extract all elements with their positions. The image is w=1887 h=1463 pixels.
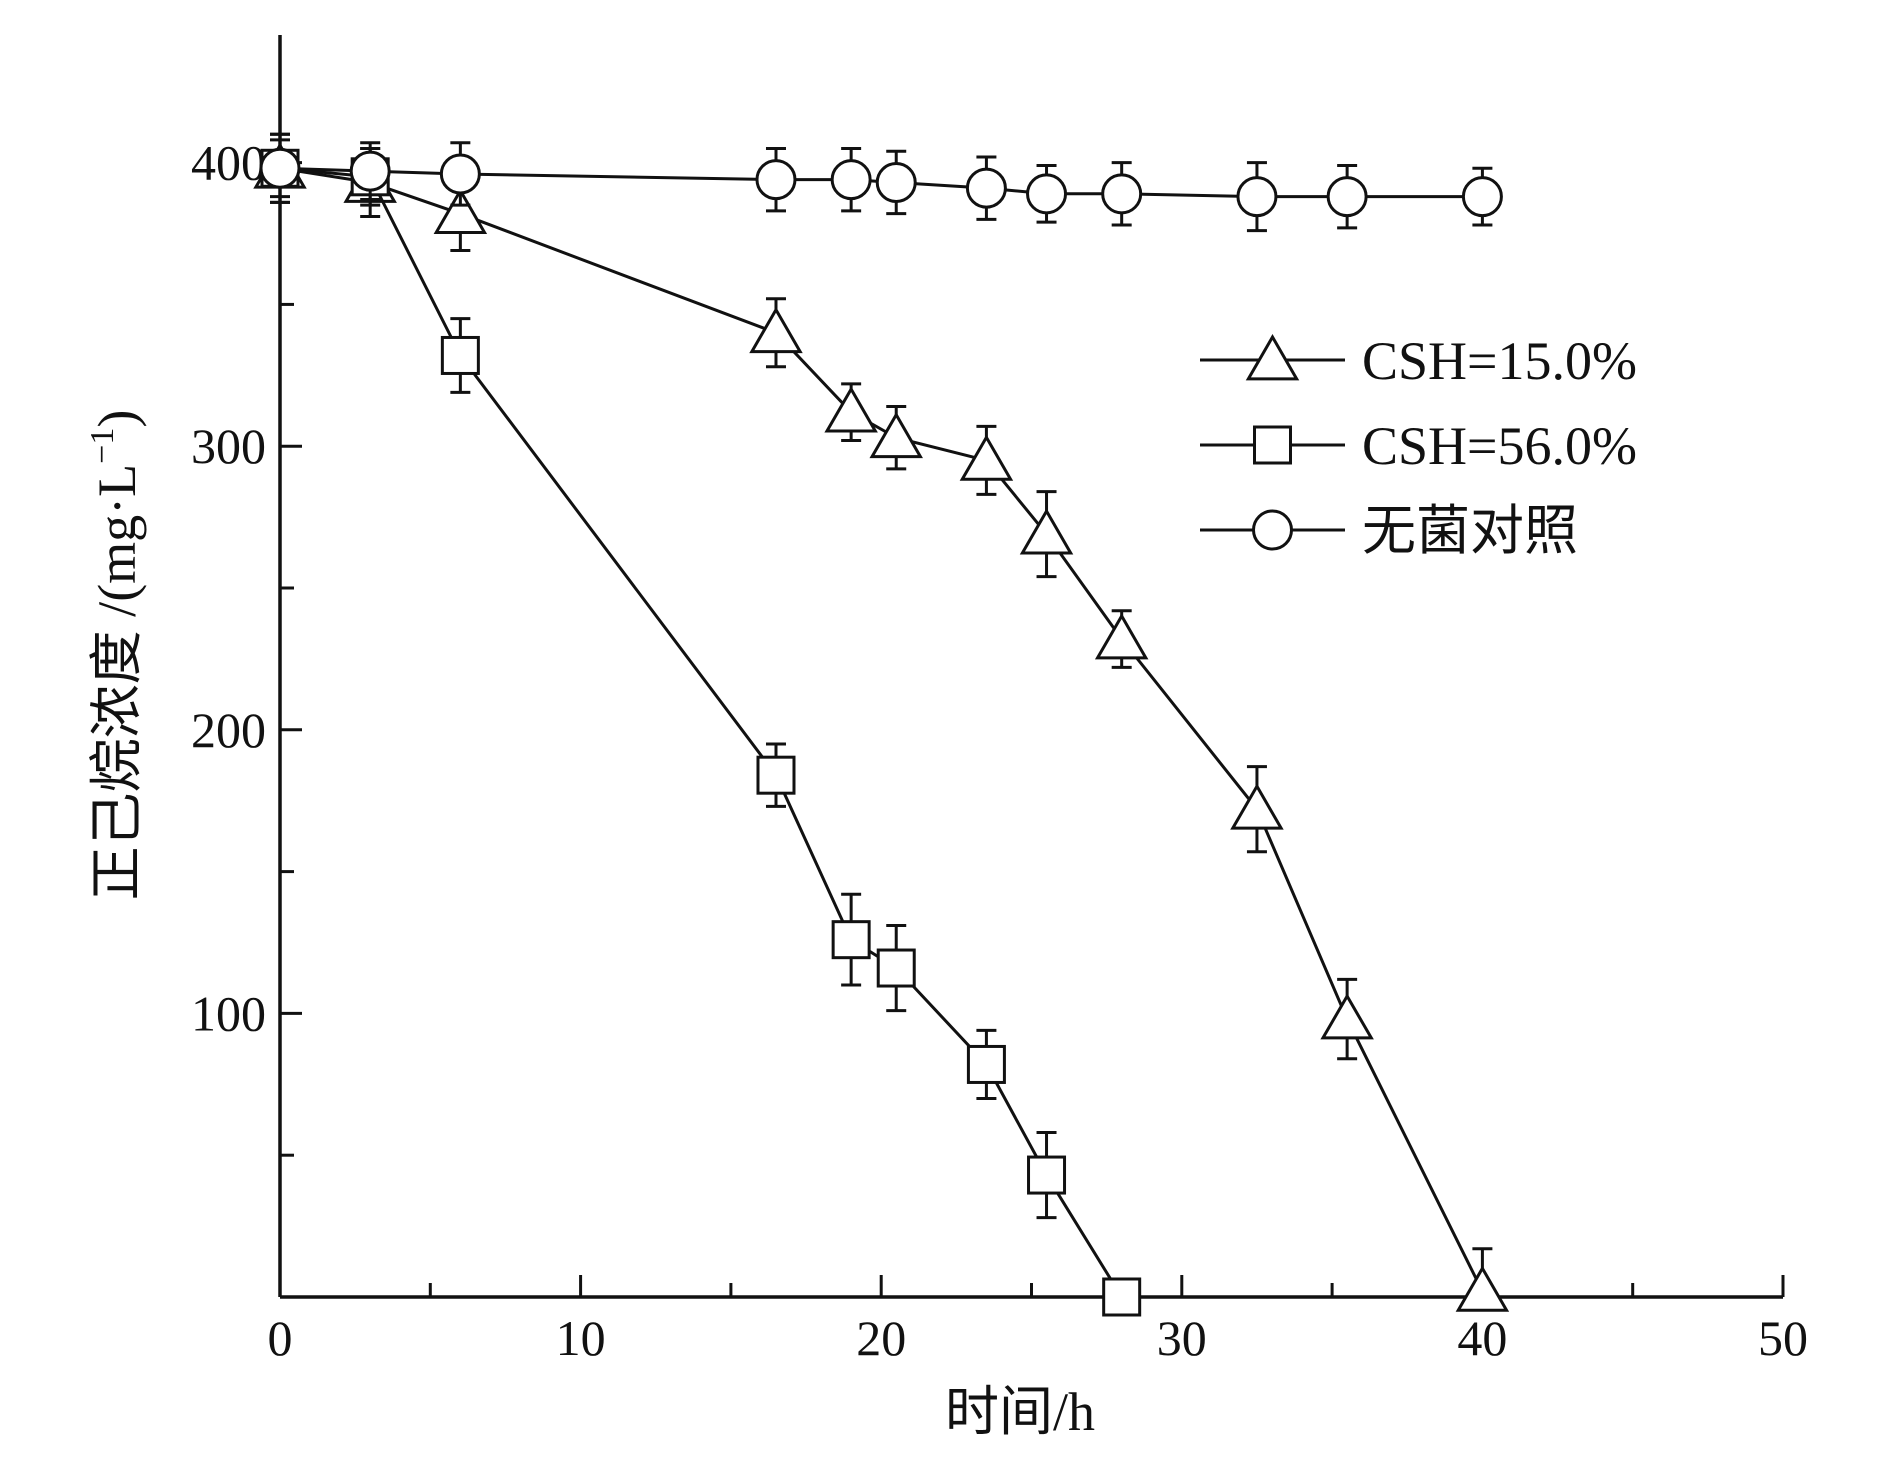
y-tick-label: 300	[191, 418, 266, 474]
x-axis-title: 时间/h	[945, 1382, 1095, 1442]
triangle-marker	[959, 434, 1014, 481]
triangle-marker	[869, 411, 923, 459]
legend-item: CSH=15.0%	[1200, 331, 1637, 391]
square-marker	[440, 335, 480, 375]
circle-marker	[1461, 176, 1503, 218]
circle-marker	[1252, 509, 1293, 551]
axes: 0 10 20 30 40 50 100 200 300 400	[191, 35, 1808, 1366]
square-marker	[1102, 1277, 1142, 1317]
circle-marker	[875, 161, 917, 203]
circle-marker	[259, 147, 301, 189]
triangle-marker	[1230, 783, 1284, 830]
series-layer	[253, 132, 1510, 1317]
legend: CSH=15.0% CSH=56.0% 无菌对照	[1200, 331, 1637, 561]
series-square	[260, 132, 1142, 1317]
square-marker	[1027, 1155, 1067, 1195]
x-tick-label: 10	[556, 1310, 606, 1366]
y-tick-label: 200	[191, 702, 266, 758]
x-tick-label: 40	[1457, 1310, 1507, 1366]
square-marker	[966, 1044, 1006, 1084]
triangle-marker	[433, 187, 488, 235]
legend-label: CSH=15.0%	[1362, 331, 1637, 391]
x-tick-label: 0	[268, 1310, 293, 1366]
circle-marker	[1101, 173, 1143, 215]
triangle-marker	[749, 306, 803, 354]
circle-marker	[1236, 176, 1278, 218]
triangle-marker	[1455, 1265, 1510, 1312]
triangle-marker	[1019, 508, 1074, 555]
y-axis-title-main: 正己烷浓度 /(mg·L	[87, 464, 147, 900]
y-tick-label: 100	[191, 985, 266, 1041]
circle-marker	[755, 159, 797, 201]
triangle-marker	[1320, 993, 1374, 1040]
series-circle	[259, 138, 1503, 233]
square-marker	[756, 755, 796, 795]
x-tick-label: 50	[1758, 1310, 1808, 1366]
series-triangle	[253, 132, 1510, 1312]
circle-marker	[1326, 176, 1368, 218]
x-tick-label: 30	[1157, 1310, 1207, 1366]
y-axis-title: 正己烷浓度 /(mg·L−1)	[84, 410, 147, 901]
triangle-marker	[1094, 613, 1149, 660]
square-marker	[876, 948, 916, 988]
series-line	[279, 166, 1123, 1298]
circle-marker	[965, 167, 1007, 209]
circle-marker	[830, 159, 872, 201]
square-marker	[1253, 425, 1292, 465]
circle-marker	[349, 150, 391, 192]
square-marker	[831, 920, 871, 960]
legend-label: 无菌对照	[1362, 501, 1578, 561]
triangle-marker	[824, 386, 878, 433]
legend-item: CSH=56.0%	[1200, 416, 1637, 476]
x-tick-label: 20	[856, 1310, 906, 1366]
y-tick-label: 400	[191, 135, 266, 191]
y-axis-title-close: )	[87, 410, 147, 428]
y-axis-title-sup: −1	[84, 428, 121, 464]
triangle-marker	[1245, 333, 1300, 381]
legend-label: CSH=56.0%	[1362, 416, 1637, 476]
circle-marker	[439, 153, 481, 195]
series-line	[279, 166, 1484, 1292]
legend-item: 无菌对照	[1200, 501, 1578, 561]
circle-marker	[1026, 173, 1068, 215]
